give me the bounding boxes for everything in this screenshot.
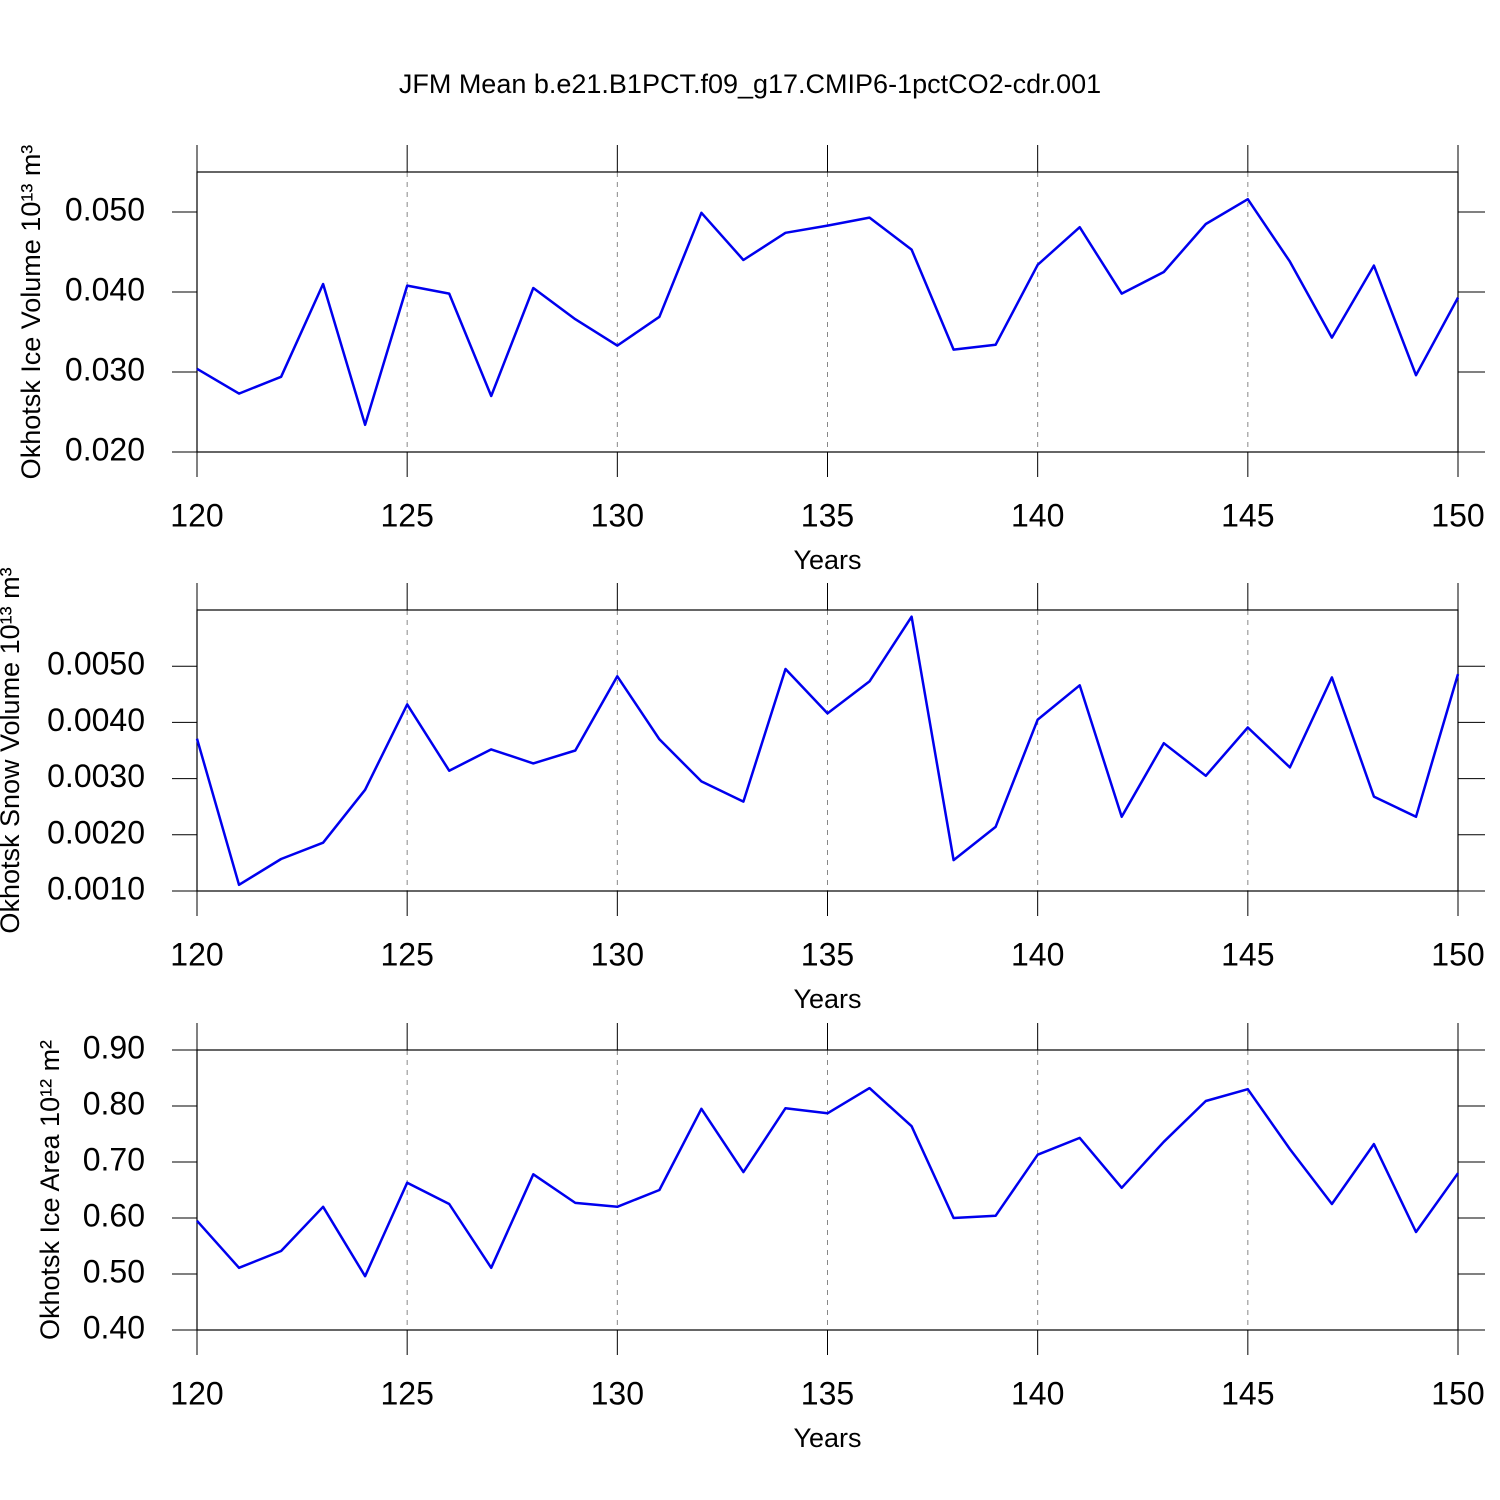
- x-tick-label: 120: [170, 1375, 223, 1411]
- y-tick-label: 0.90: [83, 1029, 145, 1065]
- x-axis-label: Years: [793, 1423, 861, 1453]
- x-tick-label: 150: [1431, 1375, 1484, 1411]
- x-tick-label: 120: [170, 936, 223, 972]
- x-tick-label: 135: [801, 1375, 854, 1411]
- x-tick-label: 120: [170, 497, 223, 533]
- x-tick-label: 140: [1011, 1375, 1064, 1411]
- x-tick-label: 140: [1011, 936, 1064, 972]
- x-tick-label: 130: [591, 936, 644, 972]
- y-tick-label: 0.0020: [47, 814, 145, 850]
- data-line: [196, 197, 1460, 427]
- x-tick-label: 125: [380, 1375, 433, 1411]
- y-tick-label: 0.80: [83, 1085, 145, 1121]
- x-tick-label: 125: [380, 936, 433, 972]
- y-tick-label: 0.050: [65, 191, 145, 227]
- data-line: [196, 1086, 1460, 1278]
- y-axis-label: Okhotsk Ice Volume 10¹³ m³: [16, 145, 46, 480]
- x-tick-label: 135: [801, 497, 854, 533]
- y-tick-label: 0.0040: [47, 702, 145, 738]
- y-tick-label: 0.70: [83, 1141, 145, 1177]
- y-tick-label: 0.0050: [47, 646, 145, 682]
- y-axis-label: Okhotsk Ice Area 10¹² m²: [35, 1040, 65, 1340]
- figure-title: JFM Mean b.e21.B1PCT.f09_g17.CMIP6-1pctC…: [399, 69, 1101, 99]
- x-tick-label: 150: [1431, 497, 1484, 533]
- x-tick-label: 145: [1221, 936, 1274, 972]
- plot-frame: [196, 171, 1459, 453]
- x-tick-label: 150: [1431, 936, 1484, 972]
- y-tick-label: 0.030: [65, 351, 145, 387]
- plot-frame: [196, 1049, 1459, 1331]
- y-tick-label: 0.020: [65, 431, 145, 467]
- x-tick-label: 145: [1221, 497, 1274, 533]
- y-tick-label: 0.60: [83, 1197, 145, 1233]
- x-tick-label: 140: [1011, 497, 1064, 533]
- y-tick-label: 0.0010: [47, 870, 145, 906]
- x-tick-label: 135: [801, 936, 854, 972]
- y-tick-label: 0.50: [83, 1253, 145, 1289]
- x-tick-label: 130: [591, 497, 644, 533]
- plot-frame: [196, 609, 1459, 892]
- x-tick-label: 145: [1221, 1375, 1274, 1411]
- x-tick-label: 125: [380, 497, 433, 533]
- x-axis-label: Years: [793, 545, 861, 575]
- y-axis-label: Okhotsk Snow Volume 10¹³ m³: [0, 567, 25, 933]
- x-axis-label: Years: [793, 984, 861, 1014]
- x-tick-label: 130: [591, 1375, 644, 1411]
- y-tick-label: 0.0030: [47, 758, 145, 794]
- y-tick-label: 0.040: [65, 271, 145, 307]
- y-tick-label: 0.40: [83, 1309, 145, 1345]
- data-line: [195, 615, 1460, 887]
